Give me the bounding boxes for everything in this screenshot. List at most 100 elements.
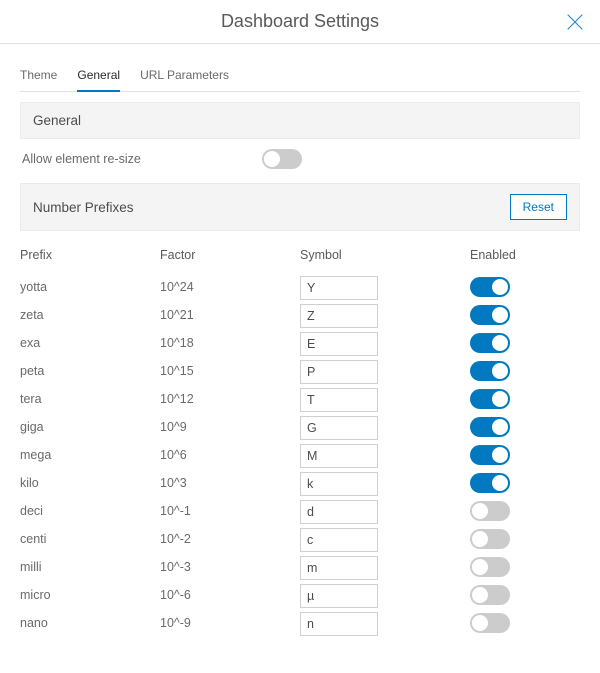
- prefix-enabled-cell: [440, 417, 580, 437]
- prefix-enabled-cell: [440, 585, 580, 605]
- prefix-symbol-input[interactable]: [300, 332, 378, 356]
- prefix-symbol-input[interactable]: [300, 556, 378, 580]
- prefix-name: kilo: [20, 476, 160, 490]
- prefix-row-exa: exa10^18: [20, 329, 580, 357]
- prefix-enabled-cell: [440, 445, 580, 465]
- prefix-symbol-cell: [300, 444, 440, 467]
- prefix-enabled-toggle[interactable]: [470, 333, 510, 353]
- prefix-factor: 10^9: [160, 420, 300, 434]
- toggle-knob: [492, 475, 508, 491]
- prefix-symbol-input[interactable]: [300, 528, 378, 552]
- prefix-enabled-cell: [440, 501, 580, 521]
- reset-button[interactable]: Reset: [510, 194, 567, 220]
- prefix-enabled-toggle[interactable]: [470, 417, 510, 437]
- toggle-knob: [492, 419, 508, 435]
- prefix-symbol-input[interactable]: [300, 444, 378, 468]
- prefix-symbol-input[interactable]: [300, 584, 378, 608]
- prefix-row-yotta: yotta10^24: [20, 273, 580, 301]
- prefix-symbol-input[interactable]: [300, 612, 378, 636]
- section-title-general: General: [33, 113, 81, 128]
- tab-url[interactable]: URL Parameters: [140, 62, 229, 92]
- toggle-knob: [472, 531, 488, 547]
- col-header-symbol: Symbol: [300, 248, 440, 270]
- toggle-knob: [492, 279, 508, 295]
- prefix-symbol-cell: [300, 388, 440, 411]
- tab-general[interactable]: General: [77, 62, 120, 92]
- prefix-factor: 10^-3: [160, 560, 300, 574]
- prefix-enabled-cell: [440, 473, 580, 493]
- prefix-factor: 10^21: [160, 308, 300, 322]
- prefix-symbol-input[interactable]: [300, 360, 378, 384]
- prefix-name: deci: [20, 504, 160, 518]
- col-header-enabled: Enabled: [440, 248, 580, 270]
- prefix-symbol-input[interactable]: [300, 388, 378, 412]
- section-header-general: General: [20, 102, 580, 139]
- prefix-enabled-toggle[interactable]: [470, 557, 510, 577]
- prefix-enabled-toggle[interactable]: [470, 501, 510, 521]
- prefix-enabled-cell: [440, 613, 580, 633]
- dialog-title: Dashboard Settings: [221, 11, 379, 32]
- close-button[interactable]: [564, 11, 586, 33]
- prefix-symbol-input[interactable]: [300, 472, 378, 496]
- prefix-row-peta: peta10^15: [20, 357, 580, 385]
- prefix-factor: 10^3: [160, 476, 300, 490]
- prefix-symbol-input[interactable]: [300, 500, 378, 524]
- prefix-row-centi: centi10^-2: [20, 525, 580, 553]
- prefix-row-milli: milli10^-3: [20, 553, 580, 581]
- prefix-row-giga: giga10^9: [20, 413, 580, 441]
- col-header-prefix: Prefix: [20, 248, 160, 270]
- prefix-symbol-cell: [300, 416, 440, 439]
- prefix-name: giga: [20, 420, 160, 434]
- prefix-enabled-toggle[interactable]: [470, 361, 510, 381]
- prefix-factor: 10^18: [160, 336, 300, 350]
- prefix-enabled-cell: [440, 361, 580, 381]
- prefix-row-micro: micro10^-6: [20, 581, 580, 609]
- allow-resize-toggle[interactable]: [262, 149, 302, 169]
- toggle-knob: [492, 447, 508, 463]
- prefix-symbol-cell: [300, 472, 440, 495]
- tab-theme[interactable]: Theme: [20, 62, 57, 92]
- prefix-enabled-toggle[interactable]: [470, 445, 510, 465]
- prefix-name: zeta: [20, 308, 160, 322]
- prefix-enabled-cell: [440, 557, 580, 577]
- toggle-knob: [492, 363, 508, 379]
- prefix-name: mega: [20, 448, 160, 462]
- prefix-factor: 10^12: [160, 392, 300, 406]
- prefix-name: peta: [20, 364, 160, 378]
- prefix-enabled-toggle[interactable]: [470, 529, 510, 549]
- dashboard-settings-dialog: Dashboard Settings Theme General URL Param…: [0, 0, 600, 657]
- prefix-enabled-toggle[interactable]: [470, 305, 510, 325]
- prefix-name: nano: [20, 616, 160, 630]
- prefix-symbol-cell: [300, 304, 440, 327]
- prefix-symbol-cell: [300, 584, 440, 607]
- prefix-name: micro: [20, 588, 160, 602]
- section-header-prefixes: Number Prefixes Reset: [20, 183, 580, 231]
- prefix-name: milli: [20, 560, 160, 574]
- prefix-factor: 10^6: [160, 448, 300, 462]
- prefix-symbol-cell: [300, 528, 440, 551]
- prefix-enabled-cell: [440, 389, 580, 409]
- prefix-table: Prefix Factor Symbol Enabled yotta10^24z…: [20, 245, 580, 637]
- toggle-knob: [264, 151, 280, 167]
- prefix-enabled-toggle[interactable]: [470, 473, 510, 493]
- prefix-symbol-input[interactable]: [300, 276, 378, 300]
- prefix-enabled-toggle[interactable]: [470, 585, 510, 605]
- prefix-symbol-cell: [300, 360, 440, 383]
- prefix-row-nano: nano10^-9: [20, 609, 580, 637]
- prefix-row-tera: tera10^12: [20, 385, 580, 413]
- prefix-symbol-input[interactable]: [300, 416, 378, 440]
- tabs: Theme General URL Parameters: [20, 62, 580, 92]
- close-icon: [564, 11, 586, 33]
- prefix-enabled-toggle[interactable]: [470, 277, 510, 297]
- prefix-symbol-input[interactable]: [300, 304, 378, 328]
- prefix-enabled-toggle[interactable]: [470, 613, 510, 633]
- prefix-enabled-toggle[interactable]: [470, 389, 510, 409]
- prefix-row-kilo: kilo10^3: [20, 469, 580, 497]
- prefix-enabled-cell: [440, 305, 580, 325]
- toggle-knob: [492, 307, 508, 323]
- prefix-row-zeta: zeta10^21: [20, 301, 580, 329]
- prefix-name: yotta: [20, 280, 160, 294]
- prefix-symbol-cell: [300, 276, 440, 299]
- prefix-symbol-cell: [300, 332, 440, 355]
- prefix-factor: 10^24: [160, 280, 300, 294]
